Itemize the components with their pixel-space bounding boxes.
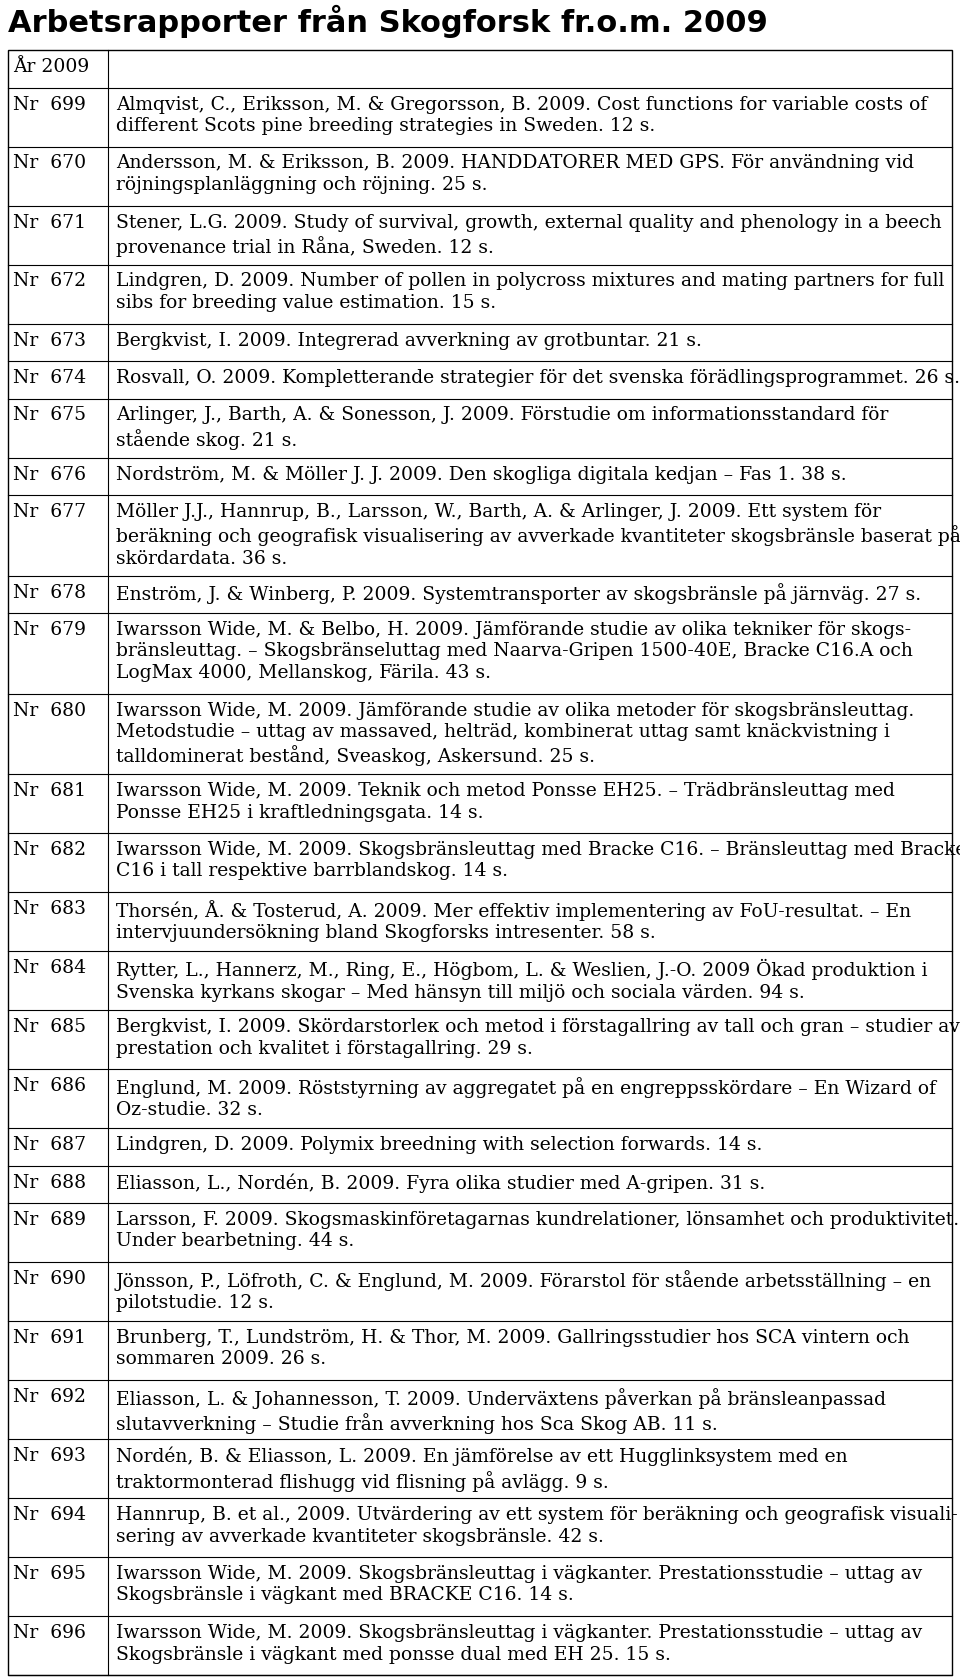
Text: Nr  694: Nr 694 xyxy=(13,1506,86,1525)
Text: Larsson, F. 2009. Skogsmaskinföretagarnas kundrelationer, lönsamhet och produkti: Larsson, F. 2009. Skogsmaskinföretagarna… xyxy=(116,1211,959,1251)
Text: Hannrup, B. et al., 2009. Utvärdering av ett system för beräkning och geografisk: Hannrup, B. et al., 2009. Utvärdering av… xyxy=(116,1506,958,1545)
Text: Nr  677: Nr 677 xyxy=(13,504,86,520)
Text: Nr  679: Nr 679 xyxy=(13,621,86,640)
Text: Jönsson, P., Löfroth, C. & Englund, M. 2009. Förarstol för stående arbetsställni: Jönsson, P., Löfroth, C. & Englund, M. 2… xyxy=(116,1269,932,1313)
Text: Bergkvist, I. 2009. Integrerad avverkning av grotbuntar. 21 s.: Bergkvist, I. 2009. Integrerad avverknin… xyxy=(116,331,702,349)
Text: Nr  674: Nr 674 xyxy=(13,369,86,386)
Text: Nr  688: Nr 688 xyxy=(13,1174,86,1192)
Text: Iwarsson Wide, M. 2009. Jämförande studie av olika metoder för skogsbränsleuttag: Iwarsson Wide, M. 2009. Jämförande studi… xyxy=(116,702,914,766)
Text: Rytter, L., Hannerz, M., Ring, E., Högbom, L. & Weslien, J.-O. 2009 Ökad produkt: Rytter, L., Hannerz, M., Ring, E., Högbo… xyxy=(116,959,927,1002)
Text: Nr  683: Nr 683 xyxy=(13,900,86,918)
Text: Arbetsrapporter från Skogforsk fr.o.m. 2009: Arbetsrapporter från Skogforsk fr.o.m. 2… xyxy=(8,5,768,39)
Text: Nr  673: Nr 673 xyxy=(13,331,86,349)
Text: Nr  676: Nr 676 xyxy=(13,465,86,484)
Text: Nr  691: Nr 691 xyxy=(13,1330,85,1347)
Text: Nr  696: Nr 696 xyxy=(13,1624,85,1642)
Text: Nr  695: Nr 695 xyxy=(13,1565,86,1583)
Text: Nordström, M. & Möller J. J. 2009. Den skogliga digitala kedjan – Fas 1. 38 s.: Nordström, M. & Möller J. J. 2009. Den s… xyxy=(116,465,847,484)
Text: Thorsén, Å. & Tosterud, A. 2009. Mer effektiv implementering av FoU-resultat. – : Thorsén, Å. & Tosterud, A. 2009. Mer eff… xyxy=(116,900,911,942)
Text: Möller J.J., Hannrup, B., Larsson, W., Barth, A. & Arlinger, J. 2009. Ett system: Möller J.J., Hannrup, B., Larsson, W., B… xyxy=(116,504,960,568)
Text: Nr  690: Nr 690 xyxy=(13,1269,86,1288)
Text: Nr  692: Nr 692 xyxy=(13,1389,86,1405)
Text: Iwarsson Wide, M. 2009. Skogsbränsleuttag i vägkanter. Prestationsstudie – uttag: Iwarsson Wide, M. 2009. Skogsbränsleutta… xyxy=(116,1624,923,1664)
Text: Lindgren, D. 2009. Polymix breedning with selection forwards. 14 s.: Lindgren, D. 2009. Polymix breedning wit… xyxy=(116,1137,762,1153)
Text: Eliasson, L. & Johannesson, T. 2009. Underväxtens påverkan på bränsleanpassad
sl: Eliasson, L. & Johannesson, T. 2009. Und… xyxy=(116,1389,886,1434)
Text: Arlinger, J., Barth, A. & Sonesson, J. 2009. Förstudie om informationsstandard f: Arlinger, J., Barth, A. & Sonesson, J. 2… xyxy=(116,406,888,450)
Text: Iwarsson Wide, M. & Belbo, H. 2009. Jämförande studie av olika tekniker för skog: Iwarsson Wide, M. & Belbo, H. 2009. Jämf… xyxy=(116,621,913,682)
Text: Nr  687: Nr 687 xyxy=(13,1137,86,1153)
Text: Nr  678: Nr 678 xyxy=(13,584,86,601)
Text: Iwarsson Wide, M. 2009. Skogsbränsleuttag med Bracke C16. – Bränsleuttag med Bra: Iwarsson Wide, M. 2009. Skogsbränsleutta… xyxy=(116,841,960,880)
Text: Nr  680: Nr 680 xyxy=(13,702,86,720)
Text: Nr  685: Nr 685 xyxy=(13,1017,86,1036)
Text: Stener, L.G. 2009. Study of survival, growth, external quality and phenology in : Stener, L.G. 2009. Study of survival, gr… xyxy=(116,213,942,257)
Text: År 2009: År 2009 xyxy=(13,59,89,76)
Text: Eliasson, L., Nordén, B. 2009. Fyra olika studier med A-gripen. 31 s.: Eliasson, L., Nordén, B. 2009. Fyra olik… xyxy=(116,1174,765,1194)
Text: Nr  670: Nr 670 xyxy=(13,154,86,173)
Text: Iwarsson Wide, M. 2009. Skogsbränsleuttag i vägkanter. Prestationsstudie – uttag: Iwarsson Wide, M. 2009. Skogsbränsleutta… xyxy=(116,1565,923,1605)
Text: Nr  671: Nr 671 xyxy=(13,213,86,232)
Text: Bergkvist, I. 2009. Skördarstorlек och metod i förstagallring av tall och gran –: Bergkvist, I. 2009. Skördarstorlек och m… xyxy=(116,1017,960,1058)
Text: Englund, M. 2009. Röststyrning av aggregatet på en engreppsskördare – En Wizard : Englund, M. 2009. Röststyrning av aggreg… xyxy=(116,1076,936,1120)
Text: Nr  681: Nr 681 xyxy=(13,782,86,799)
Text: Andersson, M. & Eriksson, B. 2009. HANDDATORER MED GPS. För användning vid
röjni: Andersson, M. & Eriksson, B. 2009. HANDD… xyxy=(116,154,914,195)
Text: Enström, J. & Winberg, P. 2009. Systemtransporter av skogsbränsle på järnväg. 27: Enström, J. & Winberg, P. 2009. Systemtr… xyxy=(116,584,922,604)
Text: Nr  675: Nr 675 xyxy=(13,406,86,425)
Text: Nr  684: Nr 684 xyxy=(13,959,86,977)
Text: Nr  693: Nr 693 xyxy=(13,1447,85,1466)
Text: Nr  699: Nr 699 xyxy=(13,96,85,114)
Text: Nr  682: Nr 682 xyxy=(13,841,86,860)
Text: Iwarsson Wide, M. 2009. Teknik och metod Ponsse EH25. – Trädbränsleuttag med
Pon: Iwarsson Wide, M. 2009. Teknik och metod… xyxy=(116,782,895,821)
Text: Rosvall, O. 2009. Kompletterande strategier för det svenska förädlingsprogrammet: Rosvall, O. 2009. Kompletterande strateg… xyxy=(116,369,960,386)
Text: Nr  689: Nr 689 xyxy=(13,1211,86,1229)
Text: Nr  672: Nr 672 xyxy=(13,272,86,290)
Text: Nr  686: Nr 686 xyxy=(13,1076,86,1095)
Text: Lindgren, D. 2009. Number of pollen in polycross mixtures and mating partners fo: Lindgren, D. 2009. Number of pollen in p… xyxy=(116,272,945,312)
Text: Brunberg, T., Lundström, H. & Thor, M. 2009. Gallringsstudier hos SCA vintern oc: Brunberg, T., Lundström, H. & Thor, M. 2… xyxy=(116,1330,909,1368)
Text: Nordén, B. & Eliasson, L. 2009. En jämförelse av ett Hugglinksystem med en
trakt: Nordén, B. & Eliasson, L. 2009. En jämfö… xyxy=(116,1447,848,1491)
Text: Almqvist, C., Eriksson, M. & Gregorsson, B. 2009. Cost functions for variable co: Almqvist, C., Eriksson, M. & Gregorsson,… xyxy=(116,96,927,134)
